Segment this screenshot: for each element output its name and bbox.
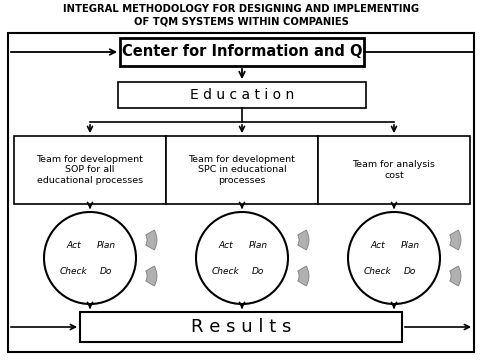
Bar bbox=[166, 136, 318, 204]
Bar bbox=[120, 38, 364, 66]
Text: Act: Act bbox=[67, 240, 81, 249]
Wedge shape bbox=[298, 230, 309, 250]
Wedge shape bbox=[450, 230, 461, 250]
Bar bbox=[118, 82, 366, 108]
Text: E d u c a t i o n: E d u c a t i o n bbox=[190, 88, 294, 102]
Text: Act: Act bbox=[371, 240, 385, 249]
Text: Team for development
SPC in educational
processes: Team for development SPC in educational … bbox=[188, 155, 295, 185]
Text: INTEGRAL METHODOLOGY FOR DESIGNING AND IMPLEMENTING: INTEGRAL METHODOLOGY FOR DESIGNING AND I… bbox=[63, 4, 419, 14]
Text: Plan: Plan bbox=[96, 240, 116, 249]
Wedge shape bbox=[146, 266, 157, 286]
Text: Do: Do bbox=[252, 266, 264, 275]
Text: Team for analysis
cost: Team for analysis cost bbox=[352, 160, 435, 180]
Text: Check: Check bbox=[364, 266, 392, 275]
Text: R e s u l t s: R e s u l t s bbox=[191, 318, 291, 336]
Text: Center for Information and Q: Center for Information and Q bbox=[122, 44, 362, 60]
Wedge shape bbox=[450, 266, 461, 286]
Text: Plan: Plan bbox=[248, 240, 268, 249]
Text: Act: Act bbox=[219, 240, 233, 249]
Text: Do: Do bbox=[404, 266, 416, 275]
Text: OF TQM SYSTEMS WITHIN COMPANIES: OF TQM SYSTEMS WITHIN COMPANIES bbox=[134, 16, 348, 26]
Text: Check: Check bbox=[60, 266, 88, 275]
Text: Check: Check bbox=[212, 266, 240, 275]
Wedge shape bbox=[146, 230, 157, 250]
Bar bbox=[318, 136, 470, 204]
Bar bbox=[8, 33, 474, 352]
Text: Do: Do bbox=[100, 266, 112, 275]
Bar bbox=[14, 136, 166, 204]
Text: Team for development
SOP for all
educational processes: Team for development SOP for all educati… bbox=[37, 155, 144, 185]
Wedge shape bbox=[298, 266, 309, 286]
Text: Plan: Plan bbox=[401, 240, 419, 249]
Bar bbox=[80, 312, 402, 342]
